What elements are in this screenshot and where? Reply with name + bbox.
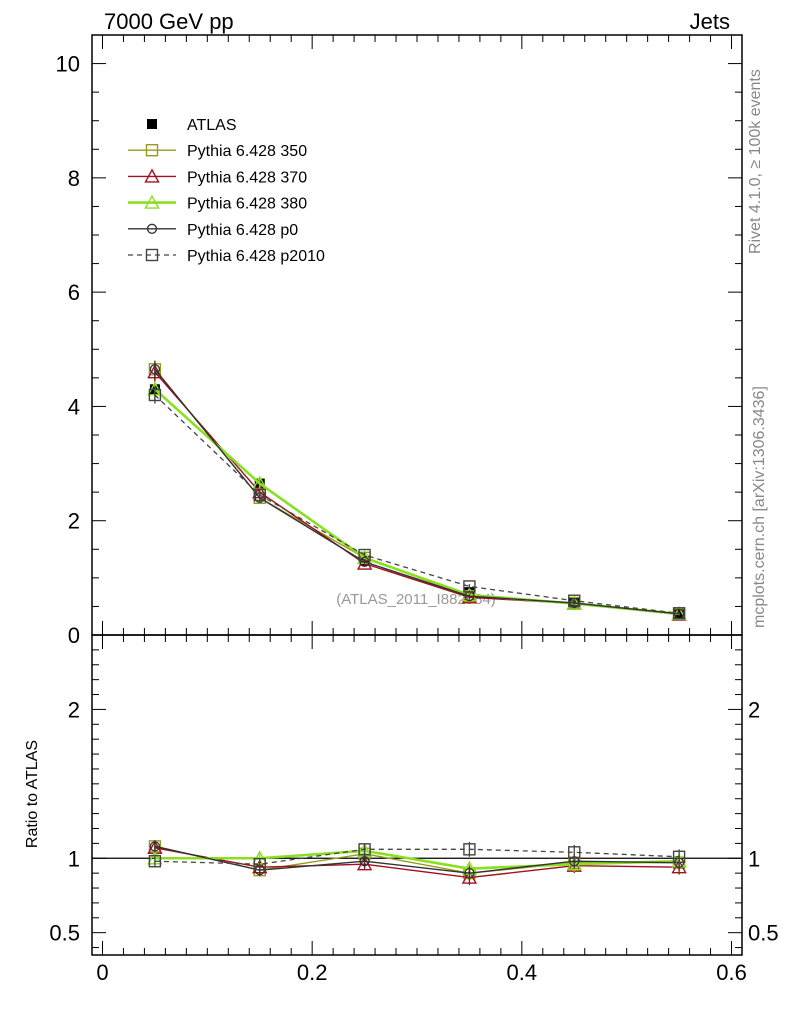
legend-label: Pythia 6.428 p0	[187, 222, 298, 239]
analysis-watermark: (ATLAS_2011_I882984)	[336, 591, 496, 608]
ratio-ytick-label: 1	[68, 846, 80, 871]
ratio-ytick-label: 2	[68, 697, 80, 722]
ratio-frame	[91, 634, 743, 956]
ratio-panel: 0.5 0.5 1 1 2 2 0 0.2 0.4 0.6	[49, 634, 779, 985]
xtick-label: 0.6	[716, 960, 747, 985]
ratio-data-point	[148, 855, 162, 868]
main-data-point	[358, 548, 371, 562]
ratio-series-line	[154, 849, 680, 870]
main-series-5	[148, 386, 686, 620]
legend-entry: Pythia 6.428 380	[128, 194, 307, 213]
legend-label: Pythia 6.428 370	[187, 169, 307, 186]
legend-marker	[145, 143, 159, 157]
ratio-ytick-label-right: 2	[748, 697, 760, 722]
main-panel: 0 2 4 6 8 10	[56, 34, 743, 648]
ratio-data-point	[358, 843, 371, 856]
legend-label: Pythia 6.428 p2010	[187, 248, 325, 265]
legend-label: Pythia 6.428 350	[187, 143, 307, 160]
ratio-ytick-label: 0.5	[49, 921, 80, 946]
main-ytick-label: 6	[68, 280, 80, 305]
ratio-data-point	[464, 867, 475, 879]
legend-label: Pythia 6.428 380	[187, 196, 307, 213]
main-ytick-label: 2	[68, 509, 80, 534]
main-series-line	[154, 371, 680, 616]
legend-marker	[144, 168, 160, 183]
xtick-label: 0.4	[507, 960, 538, 985]
mcplots-label: mcplots.cern.ch [arXiv:1306.3436]	[751, 386, 768, 628]
legend-entry: Pythia 6.428 p0	[128, 222, 298, 239]
main-ytick-label: 0	[68, 623, 80, 648]
main-data-point	[148, 388, 162, 402]
ratio-data-point	[568, 846, 581, 859]
main-data-point	[568, 594, 581, 607]
main-ytick-label: 10	[56, 52, 80, 77]
ratio-data-point	[253, 858, 266, 871]
xtick-label: 0.2	[297, 960, 328, 985]
main-series-line	[154, 368, 680, 615]
ratio-ytick-label-right: 1	[748, 846, 760, 871]
ratio-series-line	[154, 847, 680, 879]
ratio-ytick-label-right: 0.5	[748, 921, 779, 946]
main-data-point	[672, 607, 686, 620]
main-series-line	[154, 394, 680, 614]
main-series-4	[149, 360, 685, 620]
legend-entry: Pythia 6.428 370	[128, 168, 307, 186]
ratio-data-point	[672, 850, 686, 863]
main-ytick-label: 8	[68, 166, 80, 191]
main-series-2	[147, 363, 687, 621]
main-data-point	[149, 364, 161, 375]
xtick-label: 0	[96, 960, 108, 985]
main-series-0	[149, 377, 685, 619]
legend-marker	[147, 119, 157, 129]
ratio-series-line	[154, 845, 680, 874]
legend-entry: ATLAS	[147, 117, 237, 134]
legend-marker	[145, 248, 159, 262]
main-data-point	[253, 488, 266, 502]
legend-marker	[146, 223, 158, 234]
legend-marker	[144, 194, 160, 209]
ratio-series-line	[154, 848, 680, 865]
ratio-series-4	[148, 841, 686, 871]
ratio-data-point	[359, 856, 370, 867]
main-data-point	[463, 580, 476, 593]
ratio-ylabel: Ratio to ATLAS	[24, 740, 41, 848]
main-ytick-label: 4	[68, 394, 80, 419]
legend-entry: Pythia 6.428 350	[128, 143, 307, 160]
header-right: Jets	[690, 9, 730, 34]
legend-label: ATLAS	[187, 117, 237, 134]
ratio-data-point	[149, 841, 161, 852]
main-data-point	[569, 597, 580, 609]
ratio-data-point	[463, 843, 476, 856]
legend-entry: Pythia 6.428 p2010	[128, 248, 325, 265]
rivet-label: Rivet 4.1.0, ≥ 100k events	[747, 69, 764, 254]
legend: ATLAS Pythia 6.428 350 Pythia 6.428 370 Pyt…	[128, 117, 325, 265]
main-series-3	[147, 380, 687, 621]
header-left: 7000 GeV pp	[104, 9, 234, 34]
